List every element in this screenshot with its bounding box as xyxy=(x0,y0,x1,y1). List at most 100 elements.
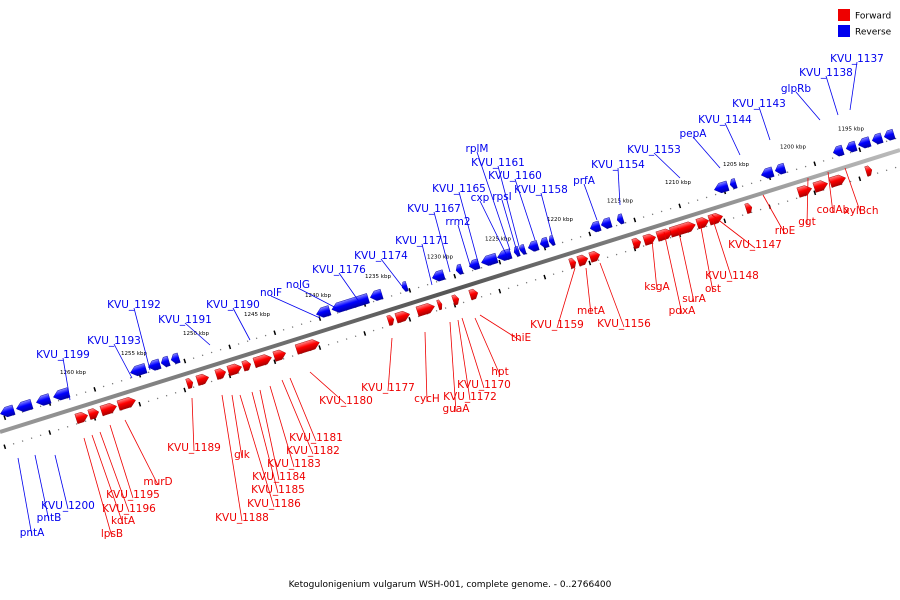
gene-label: KVU_1158 xyxy=(514,184,568,196)
leader-line xyxy=(617,167,621,206)
gene-label: glpRb xyxy=(781,83,812,95)
leader-line xyxy=(762,194,786,235)
track-dot xyxy=(345,338,348,340)
reverse-gene xyxy=(845,140,858,153)
forward-gene xyxy=(631,237,642,250)
track-tick xyxy=(183,387,187,393)
leader-line xyxy=(54,454,69,510)
track-tick xyxy=(858,147,862,153)
leader-line xyxy=(479,200,509,259)
track-dot xyxy=(147,400,150,403)
track-dot xyxy=(462,301,465,304)
leader-line xyxy=(476,151,511,251)
track-tick xyxy=(588,260,592,266)
gene-label: KVU_1200 xyxy=(41,500,95,512)
reverse-gene xyxy=(548,234,556,246)
gene-label: KVU_1147 xyxy=(728,239,782,251)
leader-line xyxy=(232,307,251,341)
forward-gene xyxy=(415,303,435,317)
leader-line xyxy=(806,177,809,226)
reverse-gene xyxy=(589,220,602,233)
track-dot xyxy=(192,357,195,359)
track-dot xyxy=(849,151,852,154)
leader-line xyxy=(599,262,625,328)
track-dot xyxy=(210,380,213,383)
track-dot xyxy=(786,171,789,173)
leader-line xyxy=(184,322,211,346)
forward-gene xyxy=(74,411,89,424)
track-dot xyxy=(84,391,87,393)
forward-gene xyxy=(214,368,227,380)
forward-gene xyxy=(386,314,395,326)
forward-gene xyxy=(394,310,410,324)
track-dot xyxy=(66,426,69,428)
forward-gene xyxy=(195,373,210,386)
gene-label: KVU_1172 xyxy=(443,391,497,403)
reverse-gene xyxy=(871,132,884,145)
forward-gene xyxy=(568,257,577,269)
reverse-gene xyxy=(714,180,730,194)
track-tick xyxy=(408,287,412,293)
track-tick xyxy=(723,218,727,224)
track-tick xyxy=(858,176,862,182)
gene-label: KVU_1160 xyxy=(488,170,542,182)
forward-gene xyxy=(241,360,252,372)
leader-line xyxy=(457,224,471,266)
gene-label: KVU_1182 xyxy=(286,445,340,457)
forward-gene xyxy=(451,294,460,306)
reverse-gene xyxy=(497,248,513,261)
track-tick xyxy=(498,259,502,265)
track-dot xyxy=(660,210,663,213)
gene-label: KVU_1167 xyxy=(407,203,461,215)
leader-line xyxy=(583,183,598,221)
leader-line xyxy=(497,165,521,251)
track-tick xyxy=(813,190,817,196)
genome-backbone xyxy=(0,148,900,434)
track-dot xyxy=(309,320,312,323)
reverse-gene xyxy=(369,288,384,301)
reverse-gene xyxy=(331,293,370,313)
gene-label: KVU_1156 xyxy=(597,318,651,330)
gene-label: hpt xyxy=(491,366,508,378)
leader-line xyxy=(663,231,683,315)
leader-line xyxy=(338,272,361,304)
track-dot xyxy=(651,213,654,216)
track-dot xyxy=(669,207,672,210)
leader-line xyxy=(281,379,314,455)
track-tick xyxy=(453,273,457,279)
reverse-gene xyxy=(760,166,775,179)
forward-gene xyxy=(655,228,673,242)
track-dot xyxy=(507,287,510,290)
figure-caption: Ketogulonigenium vulgarum WSH-001, compl… xyxy=(289,580,612,590)
track-dot xyxy=(822,160,825,162)
reverse-gene xyxy=(16,399,34,413)
track-dot xyxy=(246,340,249,342)
gene-label: nolF xyxy=(260,287,282,299)
track-dot xyxy=(687,202,690,204)
track-dot xyxy=(444,307,447,309)
track-dot xyxy=(615,224,618,227)
track-dot xyxy=(777,203,780,205)
leader-line xyxy=(297,287,341,311)
gene-features xyxy=(0,128,896,424)
leader-line xyxy=(461,317,485,389)
gene-label: xylBch xyxy=(844,205,879,217)
leader-line xyxy=(109,424,134,499)
leader-line xyxy=(699,221,714,293)
reverse-gene xyxy=(160,355,171,368)
track-dot xyxy=(75,423,78,425)
gene-label: KVU_1195 xyxy=(106,489,160,501)
leader-line xyxy=(712,219,733,280)
leader-line xyxy=(269,385,295,468)
gene-label: ksgA xyxy=(644,281,670,293)
track-dot xyxy=(210,351,213,354)
scale-label: 1210 kbp xyxy=(665,180,691,186)
gene-label: KVU_1165 xyxy=(432,183,486,195)
gene-label: KVU_1176 xyxy=(312,264,366,276)
gene-label: cxp xyxy=(471,192,490,204)
gene-label: KVU_1181 xyxy=(289,432,343,444)
track-dot xyxy=(759,179,762,182)
gene-label: KVU_1144 xyxy=(698,114,752,126)
track-dot xyxy=(876,172,879,174)
gene-label: KVU_1161 xyxy=(471,157,525,169)
